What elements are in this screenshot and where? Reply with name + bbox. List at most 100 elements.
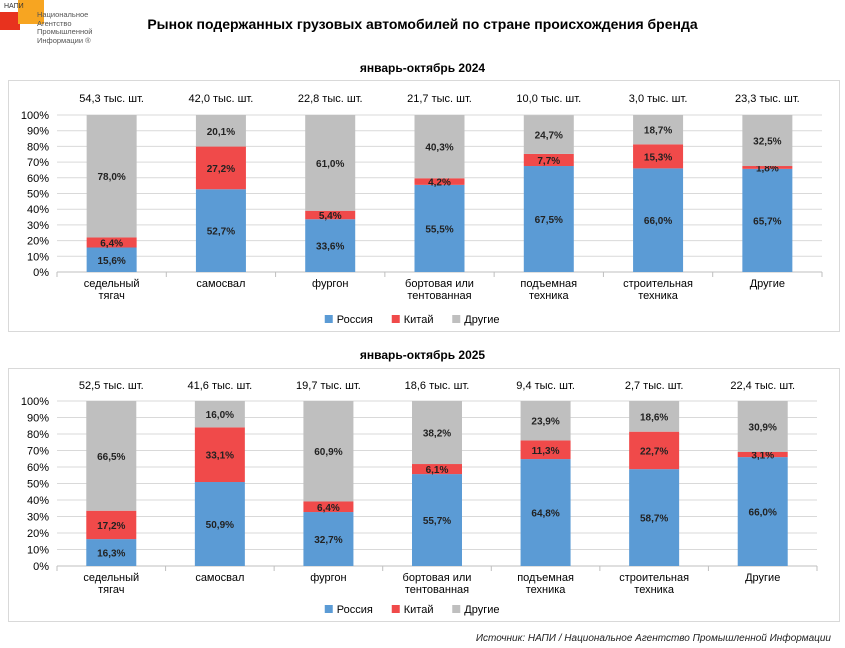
data-label: 5,4% (319, 211, 342, 222)
total-label: 10,0 тыс. шт. (516, 93, 581, 105)
legend-swatch (324, 605, 333, 613)
legend-label: Китай (404, 314, 434, 326)
bar-segment (742, 168, 793, 272)
data-label: 15,6% (97, 256, 125, 267)
bar-segment (742, 166, 793, 169)
data-label: 64,8% (531, 509, 559, 520)
bar-segment (633, 115, 684, 145)
data-label: 4,2% (428, 178, 451, 189)
y-tick-label: 90% (27, 413, 49, 425)
bar-segment (414, 184, 465, 272)
y-tick-label: 30% (27, 220, 49, 232)
bar-segment (303, 512, 354, 566)
bar-segment (629, 401, 680, 432)
data-label: 18,7% (644, 126, 672, 137)
logo-text: Национальное Агентство Промышленной Инфо… (37, 10, 93, 45)
y-tick-label: 80% (27, 141, 49, 153)
legend-label: Россия (337, 314, 373, 326)
bar-segment (86, 539, 137, 566)
data-label: 78,0% (97, 172, 125, 183)
legend-label: Другие (464, 314, 499, 326)
total-label: 2,7 тыс. шт. (625, 380, 684, 392)
x-tick-label: техника (638, 290, 679, 302)
total-label: 18,6 тыс. шт. (405, 380, 470, 392)
total-label: 42,0 тыс. шт. (189, 93, 254, 105)
data-label: 6,4% (317, 503, 340, 514)
y-tick-label: 40% (27, 204, 49, 216)
legend-label: Китай (404, 604, 434, 616)
bar-segment (520, 459, 571, 566)
x-tick-label: самосвал (196, 278, 245, 290)
data-label: 16,3% (97, 549, 125, 560)
bar-segment (305, 219, 356, 272)
legend-swatch (452, 315, 461, 323)
legend-swatch (452, 605, 461, 613)
x-tick-label: тягач (98, 584, 124, 596)
x-tick-label: Другие (745, 572, 780, 584)
y-tick-label: 70% (27, 157, 49, 169)
bar-segment (195, 189, 246, 272)
total-label: 21,7 тыс. шт. (407, 93, 472, 105)
x-tick-label: подъемная (520, 278, 577, 290)
total-label: 41,6 тыс. шт. (187, 380, 252, 392)
total-label: 22,8 тыс. шт. (298, 93, 363, 105)
x-tick-label: самосвал (195, 572, 244, 584)
x-tick-label: техника (526, 584, 567, 596)
y-tick-label: 10% (27, 251, 49, 263)
bar-segment (303, 501, 354, 513)
data-label: 66,0% (749, 508, 777, 519)
y-tick-label: 10% (27, 545, 49, 557)
bar-segment (86, 510, 137, 540)
legend-swatch (391, 605, 400, 613)
y-tick-label: 40% (27, 495, 49, 507)
bar-segment (629, 469, 680, 566)
x-tick-label: Другие (750, 278, 785, 290)
legend-label: Россия (337, 604, 373, 616)
data-label: 66,5% (97, 452, 125, 463)
y-tick-label: 60% (27, 462, 49, 474)
y-tick-label: 0% (33, 267, 49, 279)
bar-segment (629, 431, 680, 470)
total-label: 22,4 тыс. шт. (730, 380, 795, 392)
x-tick-label: техника (634, 584, 675, 596)
logo-orange-square (18, 0, 44, 24)
bar-segment (412, 474, 462, 566)
data-label: 65,7% (753, 216, 781, 227)
y-tick-label: 100% (21, 396, 49, 408)
y-tick-label: 50% (27, 479, 49, 491)
data-label: 55,7% (423, 516, 451, 527)
bar-segment (633, 144, 684, 169)
data-label: 24,7% (535, 131, 563, 142)
y-tick-label: 20% (27, 528, 49, 540)
data-label: 17,2% (97, 521, 125, 532)
y-tick-label: 20% (27, 236, 49, 248)
total-label: 3,0 тыс. шт. (629, 93, 688, 105)
napi-logo: НАПИ Национальное Агентство Промышленной… (0, 0, 110, 56)
x-tick-label: седельный (83, 572, 139, 584)
data-label: 40,3% (425, 143, 453, 154)
data-label: 30,9% (749, 422, 777, 433)
data-label: 11,3% (532, 446, 560, 457)
x-tick-label: бортовая или (405, 278, 474, 290)
x-tick-label: седельный (84, 278, 140, 290)
legend-swatch (324, 315, 333, 323)
bar-segment (414, 178, 465, 185)
bar-segment (86, 115, 137, 238)
y-tick-label: 0% (33, 561, 49, 573)
data-label: 38,2% (423, 429, 451, 440)
bar-segment (412, 464, 462, 475)
x-tick-label: строительная (619, 572, 689, 584)
bar-segment (86, 401, 137, 511)
bar-segment (523, 166, 574, 272)
data-label: 15,3% (644, 152, 672, 163)
data-label: 22,7% (640, 446, 668, 457)
legend-label: Другие (464, 604, 499, 616)
total-label: 54,3 тыс. шт. (79, 93, 144, 105)
x-tick-label: фургон (310, 572, 346, 584)
logo-abbr: НАПИ (4, 3, 24, 10)
legend-swatch (391, 315, 400, 323)
data-label: 61,0% (316, 159, 344, 170)
x-tick-label: тентованная (405, 584, 469, 596)
